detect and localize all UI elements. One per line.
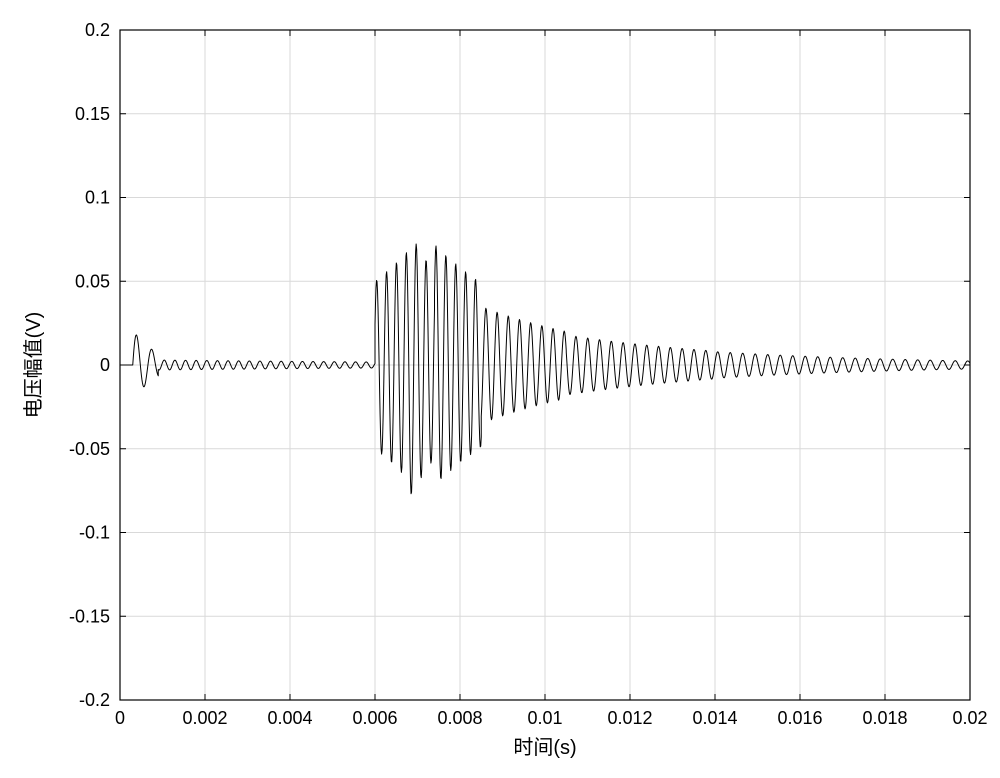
y-tick-label: -0.15 [69,606,110,626]
x-tick-label: 0.016 [777,708,822,728]
y-tick-label: 0 [100,355,110,375]
x-tick-label: 0.014 [692,708,737,728]
y-tick-label: -0.05 [69,439,110,459]
chart-svg: 0 0.002 0.004 0.006 0.008 0.01 0.012 0.014 0.016… [0,0,1000,778]
x-axis-label: 时间(s) [513,736,576,759]
y-axis-label: 电压幅值(V) [22,312,45,419]
y-tick-label: 0.05 [75,271,110,291]
y-tick-label: -0.2 [79,690,110,710]
y-tick-label: 0.2 [85,20,110,40]
signal-chart: 0 0.002 0.004 0.006 0.008 0.01 0.012 0.014 0.016… [0,0,1000,778]
x-tick-label: 0.002 [182,708,227,728]
x-tick-label: 0.018 [862,708,907,728]
x-tick-label: 0.008 [437,708,482,728]
x-tick-label: 0.006 [352,708,397,728]
y-tick-label: -0.1 [79,523,110,543]
x-tick-label: 0.004 [267,708,312,728]
x-tick-label: 0.01 [527,708,562,728]
y-tick-label: 0.15 [75,104,110,124]
y-tick-label: 0.1 [85,188,110,208]
x-tick-label: 0.02 [952,708,987,728]
x-tick-label: 0 [115,708,125,728]
x-tick-label: 0.012 [607,708,652,728]
